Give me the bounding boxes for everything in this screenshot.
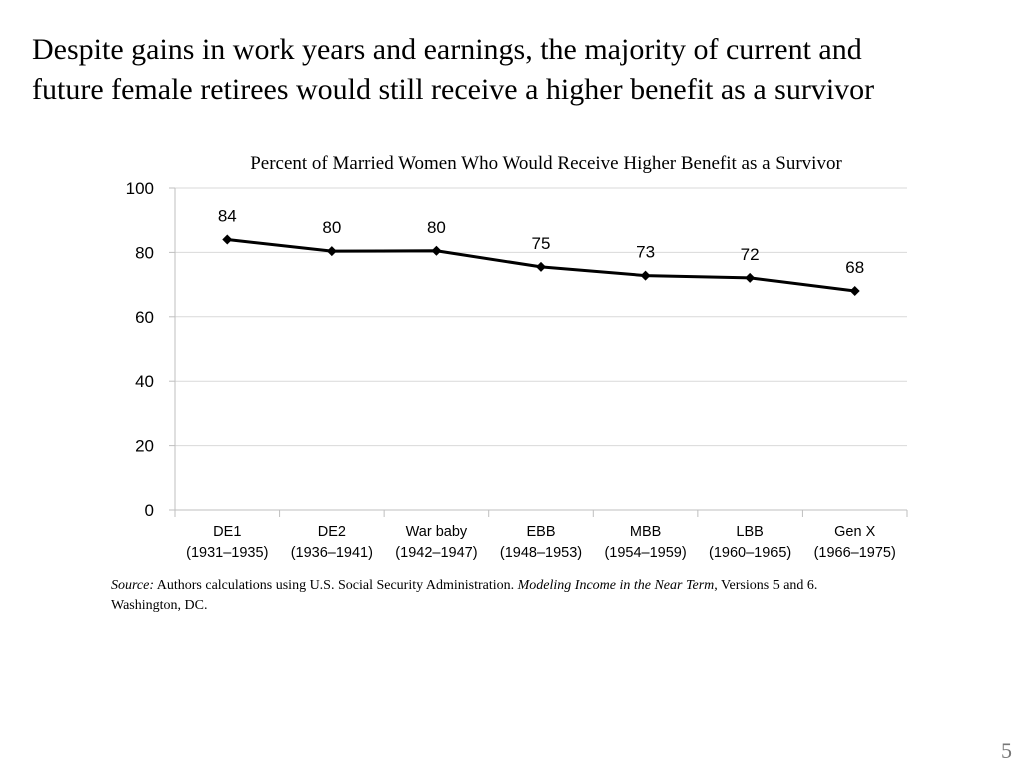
source-prefix: Source: <box>111 578 155 593</box>
y-tick-label: 0 <box>145 501 154 520</box>
data-point <box>431 245 442 256</box>
data-label: 75 <box>532 234 551 253</box>
x-category-label: LBB <box>736 524 763 540</box>
data-point <box>536 261 546 272</box>
x-category-period: (1931–1935) <box>186 545 268 561</box>
chart-title: Percent of Married Women Who Would Recei… <box>250 153 842 174</box>
source-note: Source: Authors calculations using U.S. … <box>111 576 871 616</box>
x-category-period: (1966–1975) <box>814 545 896 561</box>
y-tick-label: 60 <box>135 308 154 327</box>
y-tick-label: 20 <box>135 437 154 456</box>
slide-title: Despite gains in work years and earnings… <box>32 33 875 106</box>
data-point <box>222 234 233 245</box>
data-label: 68 <box>845 258 864 277</box>
x-category-label: War baby <box>406 524 468 540</box>
x-category-label: DE2 <box>318 524 346 540</box>
x-category-label: DE1 <box>213 524 241 540</box>
y-tick-label: 100 <box>126 179 154 198</box>
data-point <box>640 270 651 281</box>
data-label: 80 <box>322 218 341 237</box>
data-point <box>849 286 860 297</box>
data-point <box>326 246 337 257</box>
data-label: 84 <box>218 207 237 226</box>
x-category-period: (1948–1953) <box>500 545 582 561</box>
x-category-period: (1936–1941) <box>291 545 373 561</box>
data-label: 72 <box>741 245 760 264</box>
data-point <box>745 272 756 283</box>
x-category-label: MBB <box>630 524 661 540</box>
data-label: 73 <box>636 243 655 262</box>
source-text: Authors calculations using U.S. Social S… <box>154 578 518 593</box>
x-category-period: (1960–1965) <box>709 545 791 561</box>
x-category-period: (1942–1947) <box>395 545 477 561</box>
page-number: 5 <box>1001 738 1012 763</box>
data-label: 80 <box>427 218 446 237</box>
x-category-period: (1954–1959) <box>604 545 686 561</box>
y-tick-label: 40 <box>135 372 154 391</box>
source-publication: Modeling Income in the Near Term <box>517 578 715 593</box>
source-text-end: , Versions 5 and 6. Washington, DC. <box>111 578 818 613</box>
y-tick-label: 80 <box>135 243 154 262</box>
x-category-label: Gen X <box>834 524 875 540</box>
x-category-label: EBB <box>526 524 555 540</box>
